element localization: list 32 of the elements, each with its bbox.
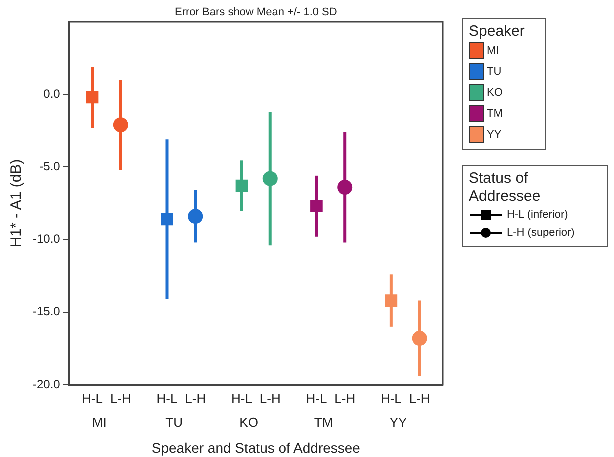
text: L-H [409,391,430,406]
y-tick-label: -15.0 [32,304,61,319]
category-label: TM [487,108,503,120]
text: H-L (inferior) [506,208,570,223]
text: L-H [185,391,206,406]
text: H-L [232,391,252,406]
text: L-H [260,391,281,406]
text: H-L [380,391,402,406]
x-tick-label: TU [166,415,184,430]
text: H-L [306,391,328,406]
text: L-H (superior) [506,226,576,241]
x-tick-label: MI [92,415,107,430]
y-tick-label: -10.0 [32,232,61,246]
y-tick-label: 0.0 [44,86,61,101]
text: H-L [156,391,178,406]
category-label: YY [487,128,502,140]
category-label: TU [487,66,502,78]
x-tick-label: YY [390,415,408,430]
text: L-H [334,391,356,406]
text: H-L [82,391,103,406]
text: L-H [110,391,132,406]
x-tick-label: KO [240,415,258,430]
category-label: MI [487,44,500,56]
legend-title: Speaker [469,23,526,40]
y-axis-title: H1* - A1 (dB) [8,159,26,248]
x-axis-title: Speaker and Status of Addressee [152,440,361,456]
y-tick-label: -5.0 [40,160,61,174]
x-tick-label: TM [314,415,334,430]
category-label: KO [487,86,503,98]
y-tick-label: -20.0 [32,377,61,392]
chart-title: Error Bars show Mean +/- 1.0 SD [175,6,338,19]
text: Status of Addressee [469,170,542,206]
